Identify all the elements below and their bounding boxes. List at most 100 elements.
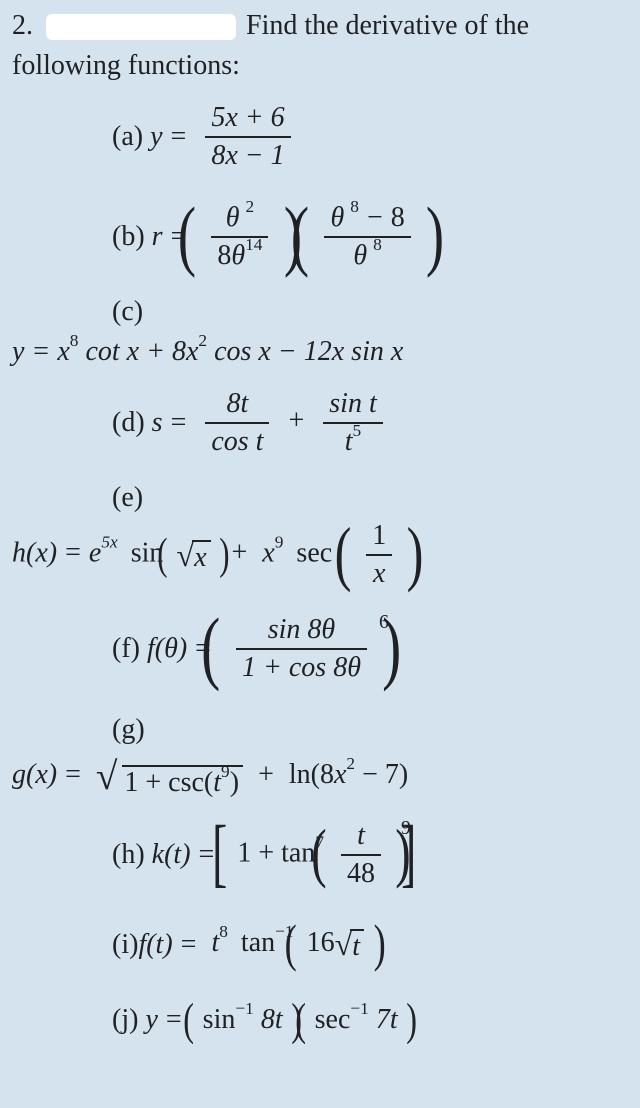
b-p1-den-coef: 8 [217, 240, 231, 271]
d-frac1: 8t cos t [205, 388, 269, 458]
h-bracket: 1 + tan7 t 48 [229, 820, 399, 890]
item-i-label: (i) [112, 929, 138, 960]
item-j: (j) y= sin−1 8t sec−1 7t [112, 1002, 404, 1036]
j-paren2: sec−1 7t [309, 1004, 404, 1036]
b-p2-minus: − [367, 202, 383, 233]
b-p1-num-base: θ [226, 202, 240, 233]
item-e-label-row: (e) [112, 482, 143, 514]
j-p2a: sec [315, 1004, 351, 1035]
j-p1a: sin [203, 1004, 236, 1035]
h-inner-paren: t 48 [331, 820, 391, 890]
item-d-lhs: s [152, 407, 163, 438]
c-pre: y = x [12, 336, 70, 367]
j-p2exp: −1 [350, 999, 368, 1018]
item-i: (i)f(t)= t8 tan−1 16√t [112, 926, 370, 963]
d-f1-num: 8t [205, 388, 269, 424]
b-p1-den-exp: 14 [245, 235, 262, 254]
item-g-expr: g(x)= √ 1 + csc(t9) + ln(8x2 − 7) [12, 754, 408, 799]
e-e-exp: 5x [101, 533, 117, 552]
c-exp2: 2 [198, 331, 207, 350]
d-f2-den-t: t [345, 426, 353, 457]
i-rad: t [350, 929, 364, 963]
item-a-label: (a) [112, 121, 150, 152]
item-a-num: 5x + 6 [205, 102, 290, 138]
b-p2-nl-exp: 8 [350, 197, 359, 216]
item-c-label: (c) [112, 296, 143, 327]
item-b: (b) r= θ2 8θ14 θ8−8 θ8 [112, 202, 421, 272]
g-rad-pre: 1 + csc( [124, 767, 213, 798]
g-plus: + [258, 759, 274, 790]
j-p2b: 7t [369, 1004, 398, 1035]
e-lhs: h(x) [12, 537, 57, 568]
e-e: e [89, 537, 101, 568]
item-a-lhs: y [150, 121, 162, 152]
item-g-label: (g) [112, 714, 145, 745]
item-c-label-row: (c) [112, 296, 143, 328]
e-paren-frac: 1 x [356, 520, 402, 590]
item-a: (a) y= 5x + 6 8x − 1 [112, 102, 295, 172]
d-f1-den: cos t [205, 424, 269, 458]
b-p1-num-exp: 2 [245, 197, 254, 216]
d-plus: + [288, 405, 304, 436]
f-paren: sin 8θ 1 + cos 8θ [226, 614, 377, 684]
c-mid2: cos x − 12x sin x [207, 336, 403, 367]
e-plus: + [232, 537, 248, 568]
j-p1exp: −1 [235, 999, 253, 1018]
item-h-label: (h) [112, 839, 152, 870]
item-b-paren2: θ8−8 θ8 [314, 202, 420, 272]
d-frac2: sin t t5 [323, 388, 382, 458]
i-const: 16 [307, 927, 335, 958]
instruction-line-1: Find the derivative of the [246, 10, 529, 42]
j-paren1: sin−1 8t [197, 1004, 289, 1036]
item-h-lhs: k(t) [152, 839, 191, 870]
g-rad-post: ) [230, 767, 239, 798]
e-x: x [262, 537, 274, 568]
g-ln-x-exp: 2 [346, 754, 355, 773]
item-e-label: (e) [112, 482, 143, 513]
i-tan: tan [241, 927, 275, 958]
redaction-bar [46, 14, 236, 40]
b-p2-den-exp: 8 [373, 235, 382, 254]
item-h: (h) k(t)= 1 + tan7 t 48 9 [112, 820, 411, 890]
item-a-fraction: 5x + 6 8x − 1 [205, 102, 290, 172]
e-sqrt-arg: x [192, 540, 210, 574]
b-p1-den-base: θ [231, 240, 245, 271]
e-x-exp: 9 [275, 533, 284, 552]
item-j-lhs: y [145, 1004, 157, 1035]
item-i-lhs: f(t) [138, 929, 172, 960]
item-d-label: (d) [112, 407, 152, 438]
j-p1b: 8t [254, 1004, 283, 1035]
c-mid1: cot x + 8x [78, 336, 198, 367]
b-p2-den-base: θ [353, 240, 367, 271]
h-in-den: 48 [341, 856, 381, 890]
instruction-line-2: following functions: [12, 50, 240, 82]
page: 2. Find the derivative of the following … [0, 0, 640, 1108]
g-rad-t-exp: 9 [221, 762, 230, 781]
f-den: 1 + cos 8θ [236, 650, 367, 684]
e-sec: sec [296, 537, 332, 568]
item-a-den: 8x − 1 [205, 138, 290, 172]
h-in-num: t [341, 820, 381, 856]
g-sqrt: √ 1 + csc(t9) [96, 754, 243, 799]
e-pn: 1 [366, 520, 392, 556]
g-ln-pre: ln(8 [289, 759, 334, 790]
item-f-lhs: f(θ) [147, 633, 187, 664]
e-paren-sqrt: √x [170, 537, 216, 574]
g-ln-x: x [334, 759, 346, 790]
item-e-expr: h(x)=e5x sin √x + x9 sec 1 x [12, 520, 402, 590]
f-num: sin 8θ [236, 614, 367, 650]
item-b-lhs: r [152, 221, 163, 252]
item-d: (d) s= 8t cos t + sin t t5 [112, 388, 387, 458]
item-b-label: (b) [112, 221, 152, 252]
g-ln-post: − 7) [355, 759, 408, 790]
e-pd: x [366, 556, 392, 590]
i-paren: 16√t [301, 926, 370, 963]
item-c-expr: y = x8 cot x + 8x2 cos x − 12x sin x [12, 336, 403, 368]
b-p2-nr: 8 [391, 202, 405, 233]
item-g-label-row: (g) [112, 714, 145, 746]
problem-number: 2. [12, 10, 33, 42]
b-p2-nl-base: θ [330, 202, 344, 233]
g-rad-t: t [213, 767, 221, 798]
g-lhs: g(x) [12, 759, 57, 790]
i-texp: 8 [219, 922, 228, 941]
